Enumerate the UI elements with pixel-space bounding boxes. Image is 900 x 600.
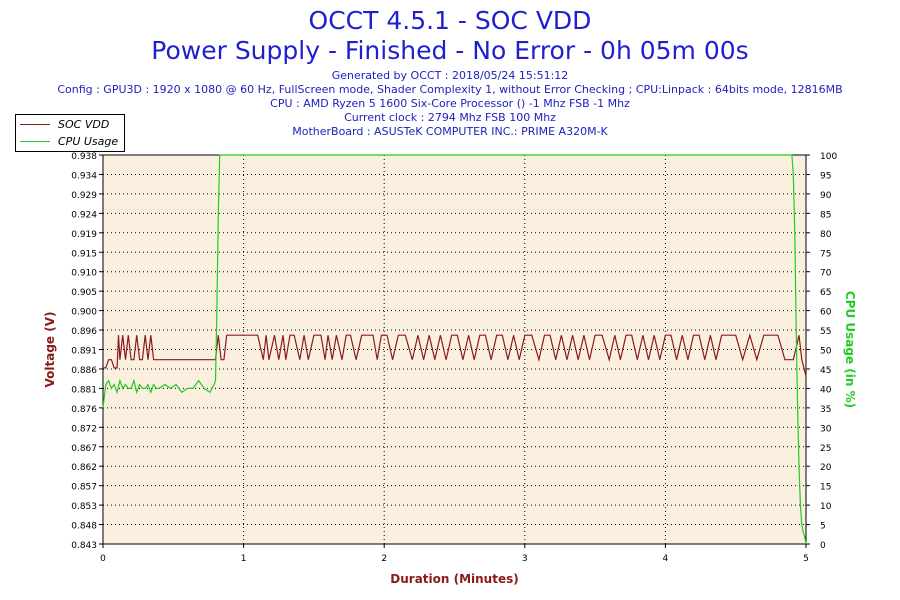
y-tick-label: 0.924 [71,210,97,220]
cpu-info: CPU : AMD Ryzen 5 1600 Six-Core Processo… [270,97,630,110]
x-tick-label: 3 [522,554,528,564]
y-tick-label: 0.876 [71,405,97,415]
x-tick-label: 4 [663,554,669,564]
y2-tick-label: 25 [820,444,831,454]
y-tick-label: 0.938 [71,152,97,162]
y-tick-label: 0.848 [71,522,97,532]
chart-subtitle: Power Supply - Finished - No Error - 0h … [151,36,749,65]
x-tick-label: 0 [100,554,106,564]
y-tick-label: 0.910 [71,269,97,279]
x-tick-label: 5 [803,554,809,564]
y2-tick-label: 0 [820,541,826,551]
legend-item-voltage: SOC VDD [20,116,109,132]
y2-tick-label: 75 [820,249,831,259]
y2-tick-label: 80 [820,230,832,240]
y-tick-label: 0.919 [71,230,97,240]
legend-item-cpu: CPU Usage [20,133,118,149]
y-tick-label: 0.934 [71,171,97,181]
x-tick-label: 2 [381,554,387,564]
y2-tick-label: 70 [820,269,832,279]
y2-tick-label: 55 [820,327,831,337]
legend-swatch-cpu [20,140,50,142]
y-tick-label: 0.857 [71,483,97,493]
generated-info: Generated by OCCT : 2018/05/24 15:51:12 [331,69,569,82]
y2-tick-label: 95 [820,171,831,181]
y2-tick-label: 10 [820,502,832,512]
y2-tick-label: 100 [820,152,837,162]
y2-tick-label: 15 [820,483,831,493]
y2-tick-label: 30 [820,424,832,434]
y-tick-label: 0.853 [71,502,97,512]
y-tick-label: 0.862 [71,463,97,473]
config-info: Config : GPU3D : 1920 x 1080 @ 60 Hz, Fu… [57,83,843,96]
x-tick-label: 1 [241,554,247,564]
y2-tick-label: 40 [820,385,832,395]
y2-tick-label: 50 [820,347,832,357]
y-tick-label: 0.843 [71,541,97,551]
legend-label-voltage: SOC VDD [58,117,110,131]
y2-axis-label: CPU Usage (in %) [843,291,857,408]
y-axis-label: Voltage (V) [43,312,57,388]
y2-tick-label: 90 [820,191,832,201]
legend-swatch-voltage [20,123,50,125]
legend-label-cpu: CPU Usage [58,134,119,148]
y-tick-label: 0.929 [71,191,97,201]
legend: SOC VDD CPU Usage [15,114,125,152]
y-tick-label: 0.886 [71,366,97,376]
y-tick-label: 0.900 [71,308,97,318]
y-tick-label: 0.891 [71,347,97,357]
y2-tick-label: 85 [820,210,831,220]
y-tick-label: 0.905 [71,288,97,298]
plot-area [103,155,806,544]
y-tick-label: 0.915 [71,249,97,259]
x-axis-label: Duration (Minutes) [390,572,518,586]
y-tick-label: 0.881 [71,385,97,395]
chart-title: OCCT 4.5.1 - SOC VDD [308,6,592,35]
series-line-voltage [103,333,807,377]
y2-tick-label: 60 [820,308,832,318]
clock-info: Current clock : 2794 Mhz FSB 100 Mhz [344,111,556,124]
y-tick-label: 0.867 [71,444,97,454]
y2-tick-label: 35 [820,405,831,415]
y2-tick-label: 5 [820,522,826,532]
y-tick-label: 0.872 [71,424,97,434]
y-tick-label: 0.896 [71,327,97,337]
y2-tick-label: 45 [820,366,831,376]
series-line-cpu [102,154,807,545]
y2-tick-label: 20 [820,463,832,473]
motherboard-info: MotherBoard : ASUSTeK COMPUTER INC.: PRI… [292,125,608,138]
y2-tick-label: 65 [820,288,831,298]
